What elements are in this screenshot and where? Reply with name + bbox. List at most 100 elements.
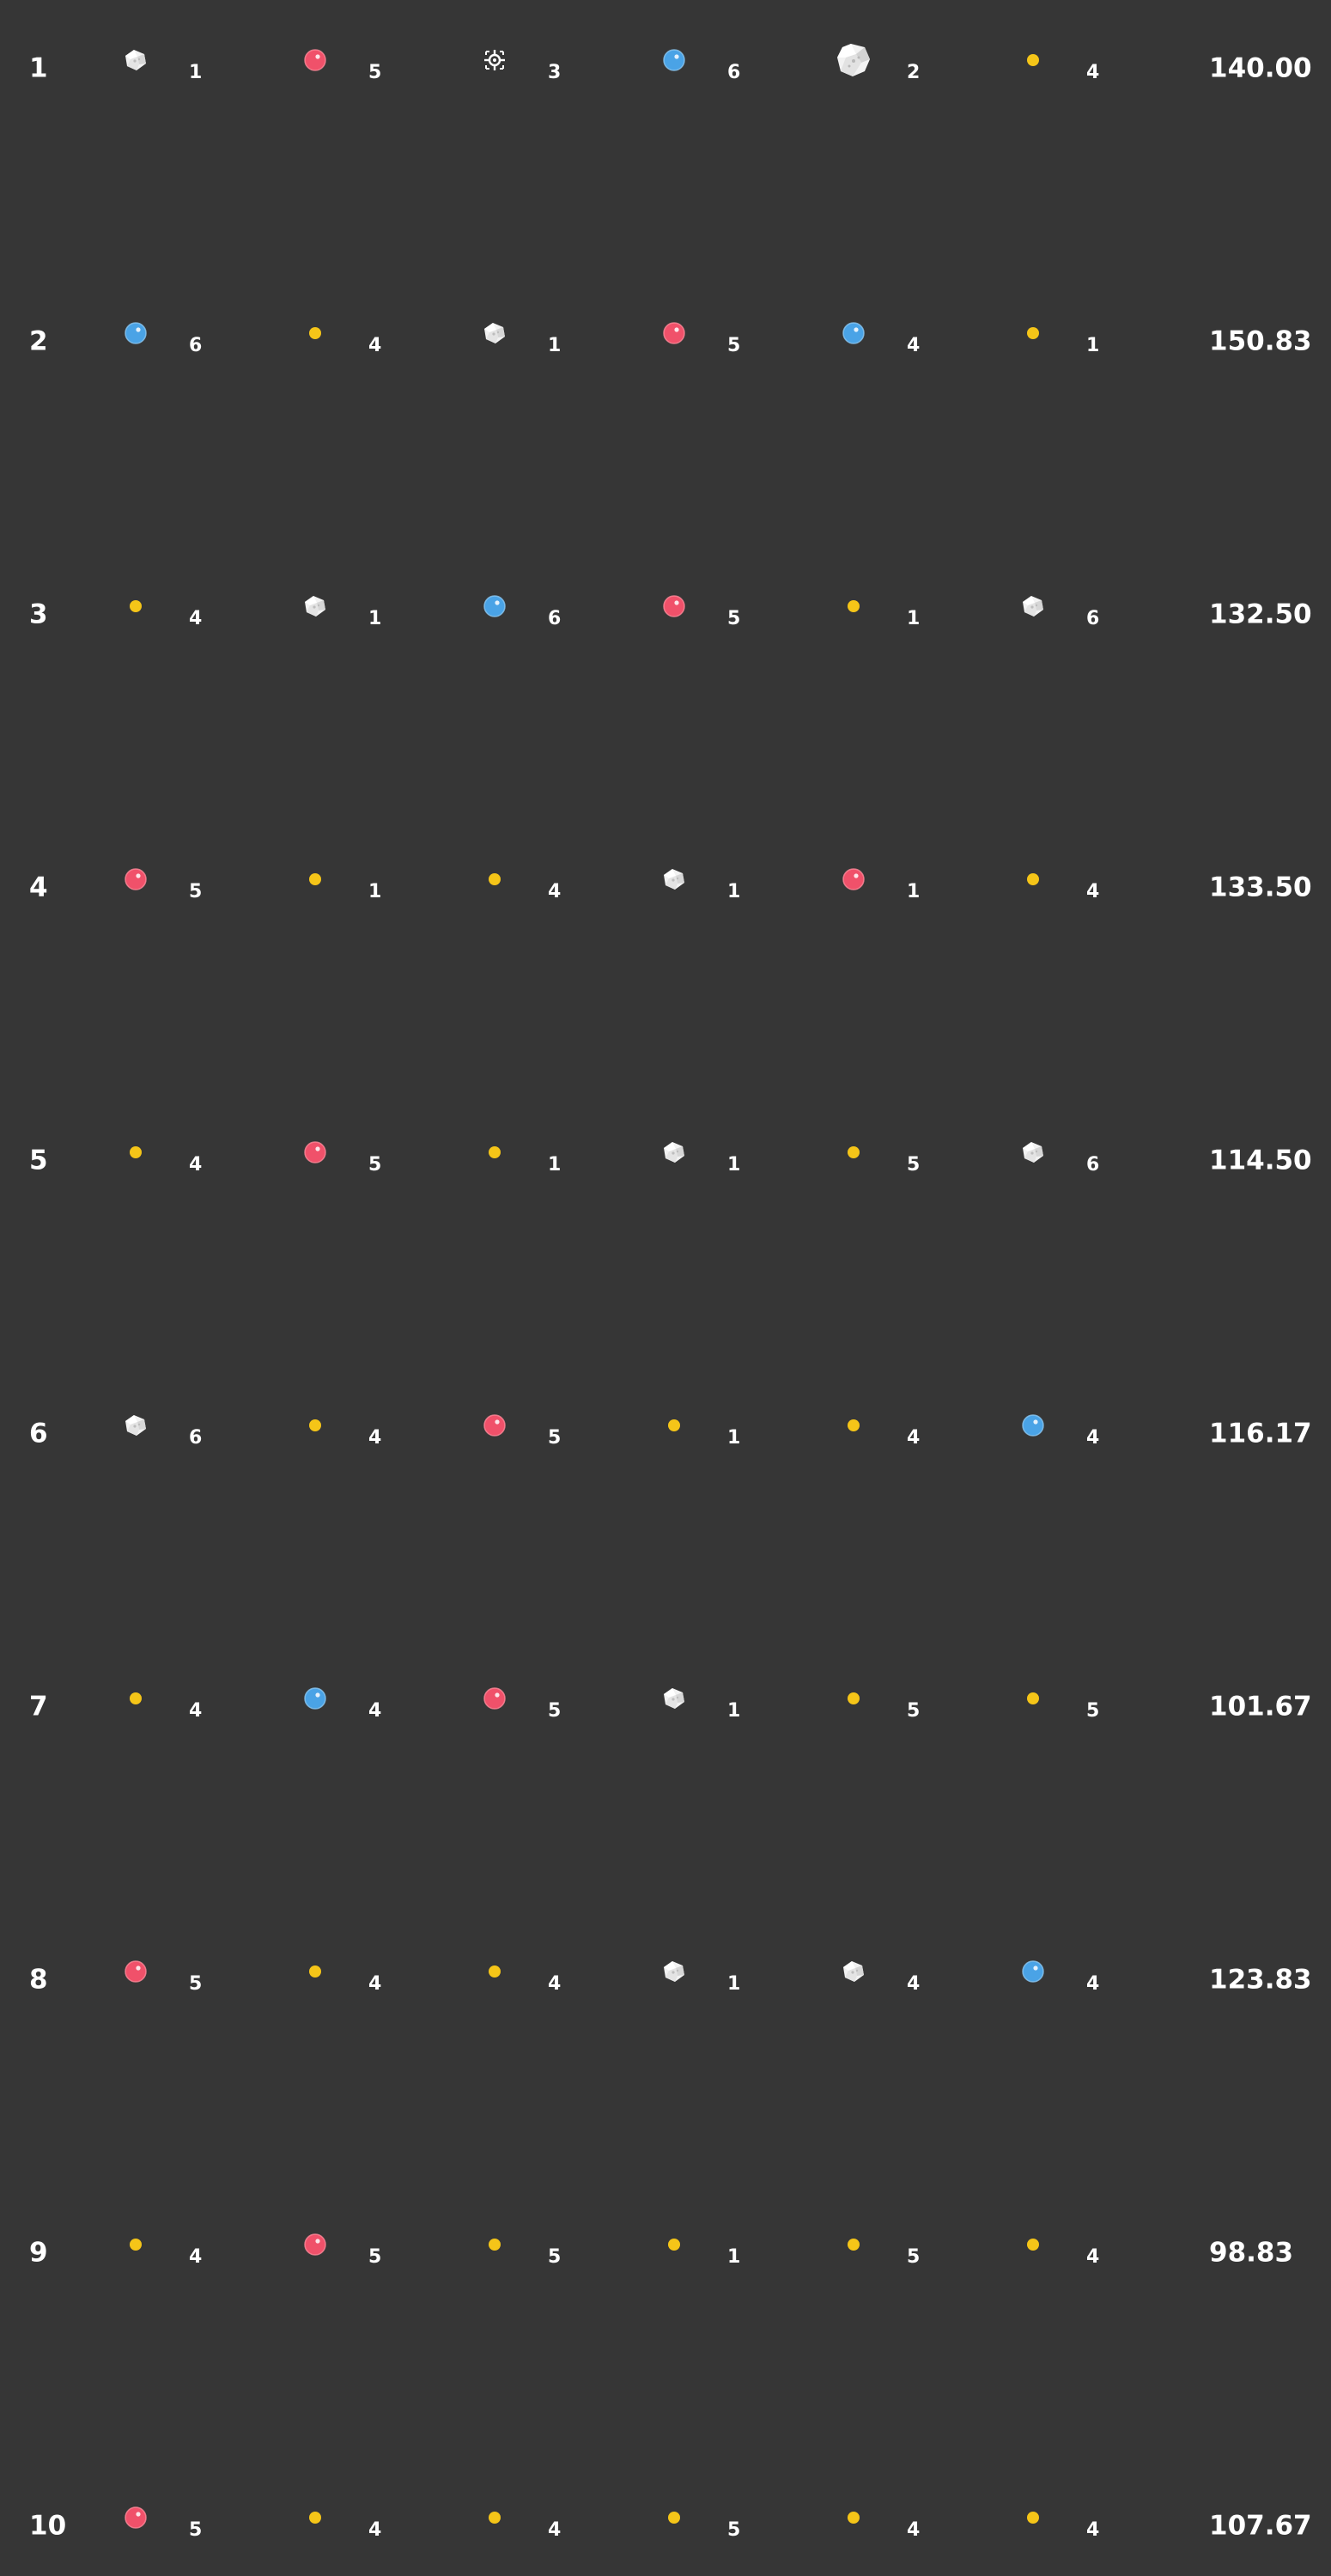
row-number: 6: [29, 1418, 48, 1449]
white-crystal-icon: [1007, 1118, 1059, 1187]
item-count: 4: [907, 1973, 921, 1995]
blue-orb-icon: [1007, 1937, 1059, 2006]
result-row: 6 6 4 5 1 4 4 116.17: [0, 1391, 1331, 1460]
blue-orb-icon: [289, 1664, 341, 1733]
row-score: 101.67: [1209, 1691, 1312, 1722]
red-orb-icon: [828, 845, 879, 914]
item-slot: 6: [110, 299, 256, 368]
item-count: 5: [189, 1973, 203, 1995]
blue-orb-icon: [828, 299, 879, 368]
yellow-dot-icon: [1007, 299, 1059, 368]
item-count: 6: [189, 1427, 203, 1449]
blue-orb-icon: [648, 26, 700, 94]
item-slot: 4: [828, 299, 974, 368]
item-slot: 6: [1007, 572, 1153, 641]
yellow-dot-icon: [289, 299, 341, 368]
item-count: 1: [368, 881, 382, 902]
item-count: 5: [548, 1427, 562, 1449]
item-count: 1: [727, 1427, 741, 1449]
yellow-dot-icon: [648, 1391, 700, 1460]
item-slot: 6: [648, 26, 794, 94]
item-count: 5: [907, 2246, 921, 2268]
item-slot: 1: [828, 572, 974, 641]
item-slot: 5: [110, 2483, 256, 2552]
red-orb-icon: [289, 2210, 341, 2279]
item-slot: 5: [1007, 1664, 1153, 1733]
red-orb-icon: [469, 1664, 520, 1733]
item-slot: 4: [1007, 2210, 1153, 2279]
item-count: 1: [727, 1973, 741, 1995]
item-count: 1: [1086, 335, 1100, 356]
item-count: 6: [189, 335, 203, 356]
red-orb-icon: [289, 26, 341, 94]
large-white-crystal-icon: [828, 26, 879, 94]
item-count: 1: [907, 881, 921, 902]
row-number: 7: [29, 1691, 48, 1722]
item-slot: 4: [469, 2483, 615, 2552]
item-count: 4: [907, 2519, 921, 2541]
red-orb-icon: [648, 299, 700, 368]
row-number: 9: [29, 2237, 48, 2269]
item-count: 4: [189, 1700, 203, 1722]
white-crystal-icon: [110, 26, 161, 94]
item-slot: 5: [828, 2210, 974, 2279]
item-count: 1: [368, 608, 382, 629]
item-count: 5: [907, 1154, 921, 1176]
item-slot: 4: [469, 845, 615, 914]
row-number: 5: [29, 1145, 48, 1176]
row-number: 4: [29, 872, 48, 903]
item-count: 6: [1086, 608, 1100, 629]
row-number: 3: [29, 598, 48, 630]
item-count: 1: [727, 881, 741, 902]
row-score: 132.50: [1209, 598, 1312, 630]
yellow-dot-icon: [1007, 845, 1059, 914]
yellow-dot-icon: [289, 1937, 341, 2006]
yellow-dot-icon: [469, 2210, 520, 2279]
result-row: 9 4 5 5 1 5 4 98.83: [0, 2210, 1331, 2279]
item-slot: 6: [469, 572, 615, 641]
item-slot: 5: [469, 1664, 615, 1733]
result-row: 3 4 1 6 5 1 6 132.50: [0, 572, 1331, 641]
item-count: 4: [368, 335, 382, 356]
item-slot: 1: [828, 845, 974, 914]
result-row: 1 1 5 3 6 2 4 140.00: [0, 26, 1331, 94]
yellow-dot-icon: [1007, 26, 1059, 94]
item-slot: 5: [469, 2210, 615, 2279]
yellow-dot-icon: [1007, 2210, 1059, 2279]
item-slot: 5: [289, 2210, 435, 2279]
item-count: 1: [548, 335, 562, 356]
item-count: 1: [189, 62, 203, 83]
item-slot: 4: [289, 2483, 435, 2552]
white-crystal-icon: [1007, 572, 1059, 641]
result-row: 5 4 5 1 1 5 6 114.50: [0, 1118, 1331, 1187]
white-crystal-icon: [648, 1118, 700, 1187]
item-slot: 4: [1007, 26, 1153, 94]
item-slot: 5: [110, 1937, 256, 2006]
item-slot: 1: [648, 1937, 794, 2006]
item-slot: 4: [1007, 2483, 1153, 2552]
item-slot: 4: [289, 299, 435, 368]
white-crystal-icon: [289, 572, 341, 641]
item-slot: 4: [828, 1391, 974, 1460]
yellow-dot-icon: [110, 1118, 161, 1187]
item-count: 5: [368, 1154, 382, 1176]
item-count: 6: [548, 608, 562, 629]
red-orb-icon: [469, 1391, 520, 1460]
item-count: 4: [1086, 62, 1100, 83]
result-row: 8 5 4 4 1 4 4 123.83: [0, 1937, 1331, 2006]
white-crystal-icon: [648, 1937, 700, 2006]
row-score: 150.83: [1209, 325, 1312, 357]
item-slot: 5: [828, 1664, 974, 1733]
yellow-dot-icon: [469, 1118, 520, 1187]
item-count: 5: [189, 2519, 203, 2541]
item-count: 1: [727, 2246, 741, 2268]
item-slot: 4: [1007, 1937, 1153, 2006]
red-orb-icon: [289, 1118, 341, 1187]
blue-orb-icon: [110, 299, 161, 368]
item-slot: 4: [469, 1937, 615, 2006]
item-slot: 1: [110, 26, 256, 94]
item-count: 1: [727, 1700, 741, 1722]
item-slot: 1: [289, 845, 435, 914]
yellow-dot-icon: [289, 2483, 341, 2552]
red-orb-icon: [648, 572, 700, 641]
